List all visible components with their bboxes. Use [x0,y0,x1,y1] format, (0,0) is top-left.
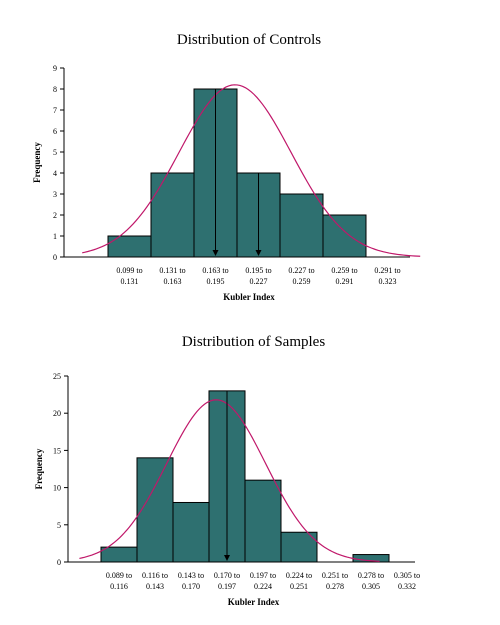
normal-fit-curve [79,399,380,562]
y-tick-label: 25 [53,372,61,381]
histogram-bar [244,479,282,563]
mean-marker-arrowhead [212,250,219,256]
y-tick-label: 7 [53,106,57,115]
x-category-label-line2: 0.131 [121,277,139,286]
normal-fit-curve [82,84,421,257]
histogram-bar [279,193,324,258]
x-category-label-line2: 0.259 [293,277,311,286]
y-axis-title: Frequency [34,448,44,489]
histogram-bar [136,457,174,563]
x-axis-title: Kubler Index [228,597,280,607]
x-category-label-line2: 0.224 [254,582,272,591]
x-category-label-line2: 0.170 [182,582,200,591]
x-category-label-line2: 0.197 [218,582,236,591]
y-axis-title: Frequency [32,142,42,183]
chart-title: Distribution of Controls [177,32,321,48]
histogram-bar [322,214,367,258]
x-category-label-line1: 0.195 to [245,266,271,275]
y-tick-label: 5 [53,148,57,157]
histogram-bar [280,531,318,563]
x-category-label-line2: 0.251 [290,582,308,591]
x-category-label-line1: 0.089 to [106,571,132,580]
y-tick-label: 10 [53,484,61,493]
x-category-label-line1: 0.224 to [286,571,312,580]
chart-title: Distribution of Samples [182,334,325,350]
y-tick-label: 20 [53,409,61,418]
x-axis-title: Kubler Index [223,292,275,302]
x-category-label-line1: 0.251 to [322,571,348,580]
y-tick-label: 0 [57,558,61,567]
x-category-label-line1: 0.259 to [331,266,357,275]
x-category-label-line2: 0.305 [362,582,380,591]
x-category-label-line1: 0.099 to [116,266,142,275]
x-category-label-line1: 0.291 to [374,266,400,275]
mean-marker-arrowhead [255,250,262,256]
x-category-label-line1: 0.227 to [288,266,314,275]
x-category-label-line2: 0.163 [164,277,182,286]
x-category-label-line2: 0.143 [146,582,164,591]
x-category-label-line2: 0.332 [398,582,416,591]
y-tick-label: 8 [53,85,57,94]
y-tick-label: 0 [53,253,57,262]
histogram-bar [172,501,210,563]
y-tick-label: 9 [53,64,57,73]
x-category-label-line1: 0.143 to [178,571,204,580]
y-tick-label: 5 [57,521,61,530]
x-category-label-line1: 0.278 to [358,571,384,580]
y-tick-label: 15 [53,446,61,455]
y-tick-label: 2 [53,211,57,220]
y-tick-label: 4 [53,169,57,178]
y-tick-label: 6 [53,127,57,136]
mean-marker-arrowhead [224,555,230,561]
x-category-label-line2: 0.227 [250,277,268,286]
x-category-label-line1: 0.170 to [214,571,240,580]
x-category-label-line2: 0.278 [326,582,344,591]
y-tick-label: 3 [53,190,57,199]
x-category-label-line2: 0.323 [379,277,397,286]
x-category-label-line1: 0.197 to [250,571,276,580]
y-tick-label: 1 [53,232,57,241]
x-category-label-line2: 0.116 [110,582,128,591]
histogram-bar [107,235,152,258]
x-category-label-line1: 0.163 to [202,266,228,275]
x-category-label-line1: 0.305 to [394,571,420,580]
x-category-label-line1: 0.116 to [142,571,168,580]
x-category-label-line1: 0.131 to [159,266,185,275]
histogram-bar [150,172,195,258]
x-category-label-line2: 0.291 [336,277,354,286]
x-category-label-line2: 0.195 [207,277,225,286]
histogram-bar [100,546,138,563]
